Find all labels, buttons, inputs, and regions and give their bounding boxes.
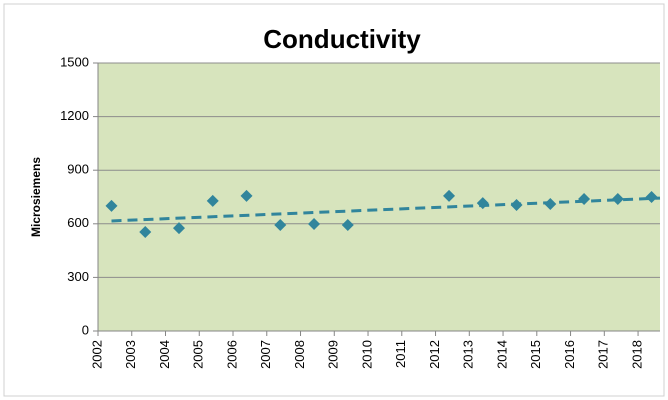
y-axis-label: Microsiemens: [29, 157, 43, 237]
x-tick-label: 2013: [461, 340, 476, 369]
x-tick-label: 2015: [528, 340, 543, 369]
data-point: [105, 199, 118, 212]
x-tick-label: 2006: [224, 340, 239, 369]
data-point: [510, 199, 523, 212]
y-tick-label: 1200: [60, 108, 89, 123]
chart-title: Conductivity: [263, 24, 421, 54]
x-tick-label: 2011: [393, 340, 408, 368]
x-tick-label: 2018: [629, 340, 644, 369]
x-tick-label: 2009: [326, 340, 341, 369]
data-point: [611, 192, 624, 205]
data-point: [139, 226, 152, 239]
data-point: [173, 222, 186, 235]
x-tick-label: 2008: [292, 340, 307, 369]
plot-area: [98, 63, 660, 331]
y-tick-label: 600: [67, 215, 89, 230]
data-point: [443, 189, 456, 202]
x-tick-label: 2003: [123, 340, 138, 369]
y-tick-label: 300: [67, 269, 89, 284]
x-tick-label: 2012: [427, 340, 442, 369]
trendline: [111, 196, 661, 223]
data-point: [578, 192, 591, 205]
data-point: [206, 194, 219, 207]
data-point: [274, 219, 287, 232]
x-tick-label: 2014: [494, 340, 509, 369]
data-point: [544, 197, 557, 210]
y-tick-label: 1500: [60, 54, 89, 69]
y-tick-label: 900: [67, 162, 89, 177]
x-tick-label: 2017: [596, 340, 611, 369]
x-tick-label: 2010: [359, 340, 374, 369]
x-tick-label: 2007: [258, 340, 273, 369]
y-tick-label: 0: [82, 322, 89, 337]
x-tick-label: 2005: [191, 340, 206, 369]
data-point: [476, 197, 489, 210]
x-tick-label: 2002: [89, 340, 104, 369]
x-tick-label: 2004: [157, 340, 172, 369]
data-point: [308, 217, 321, 230]
data-point: [341, 219, 354, 232]
x-tick-label: 2016: [562, 340, 577, 369]
data-point: [240, 189, 253, 202]
data-point: [645, 191, 658, 203]
